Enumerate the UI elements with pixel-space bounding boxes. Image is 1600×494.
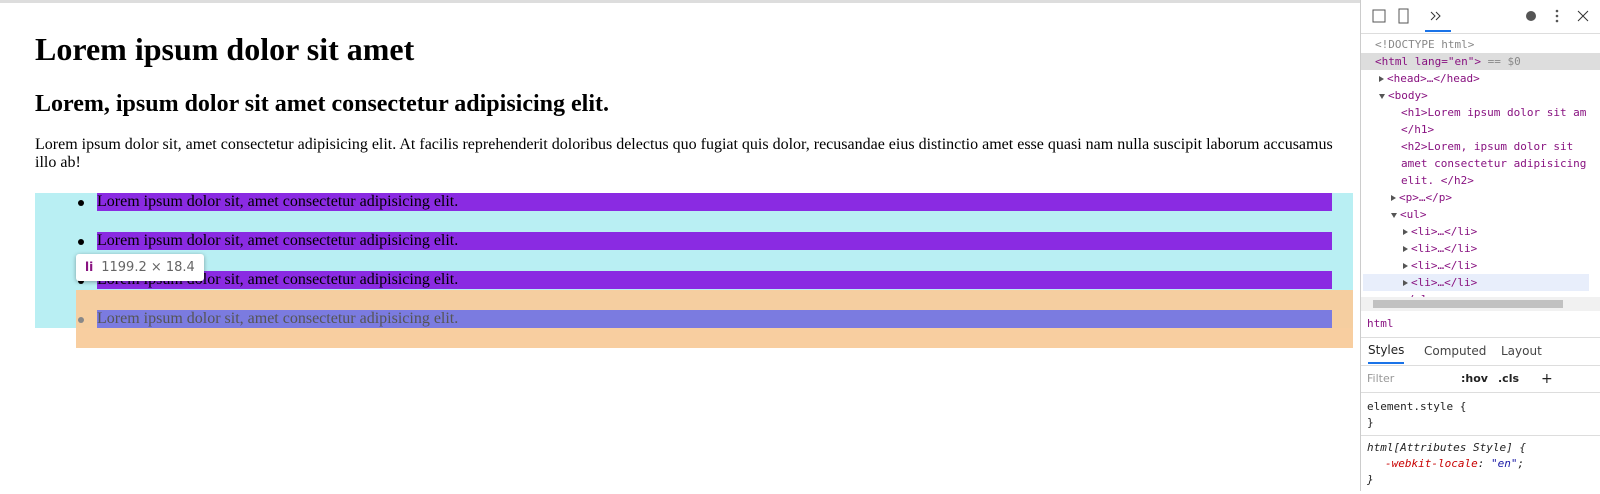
node[interactable]: <head>…</head> (1379, 70, 1600, 87)
node-hovered[interactable]: <li>…</li> (1363, 274, 1589, 291)
node[interactable]: </h1> (1401, 123, 1435, 136)
menu-dot (1555, 19, 1559, 23)
list-item: Lorem ipsum dolor sit, amet consectetur … (97, 193, 1332, 211)
rule-selector: element.style { (1367, 400, 1467, 413)
devtools: <!DOCTYPE html> <html lang="en"> == $0 <… (1360, 0, 1600, 491)
colon: : (1477, 457, 1491, 470)
cls-button[interactable]: .cls (1498, 372, 1520, 385)
filter-input[interactable]: Filter (1367, 372, 1395, 385)
node[interactable]: <ul> (1391, 206, 1600, 223)
heading-2: Lorem, ipsum dolor sit amet consectetur … (35, 91, 609, 117)
inspect-tooltip: li 1199.2 × 18.4 (76, 254, 204, 281)
filter-bar: Filter :hov .cls + (1361, 366, 1600, 393)
rule-close: } (1367, 416, 1374, 429)
list-item: Lorem ipsum dolor sit, amet consectetur … (97, 232, 1332, 250)
page-view: Lorem ipsum dolor sit amet Lorem, ipsum … (0, 0, 1360, 348)
rule-close: } (1367, 473, 1374, 486)
bullet (78, 239, 84, 245)
semicolon: ; (1517, 457, 1525, 470)
node[interactable]: <p>…</p> (1391, 189, 1600, 206)
inspect-icon[interactable] (1372, 9, 1386, 23)
node-text: <ul> (1400, 208, 1427, 221)
heading-1: Lorem ipsum dolor sit amet (35, 31, 415, 67)
tooltip-size: 1199.2 × 18.4 (101, 260, 195, 275)
list-item: Lorem ipsum dolor sit, amet consectetur … (97, 271, 1332, 289)
settings-icon[interactable] (1526, 11, 1536, 21)
value: "en" (1490, 457, 1518, 470)
node-text: <li>…</li> (1411, 242, 1478, 255)
add-rule[interactable]: + (1541, 371, 1553, 387)
styles-tabs: Styles Computed Layout (1361, 338, 1600, 366)
declaration: -webkit-locale: "en"; (1367, 456, 1594, 472)
tab[interactable]: Layout (1501, 344, 1542, 358)
toolbar-icons (1372, 8, 1589, 32)
tab[interactable]: Computed (1424, 344, 1487, 358)
property: -webkit-locale (1385, 457, 1478, 470)
node-text: <body> (1388, 89, 1428, 102)
node-text: <p>…</p> (1399, 191, 1452, 204)
node-text: <html lang="en"> (1375, 55, 1481, 68)
breadcrumb[interactable]: html (1361, 311, 1600, 338)
node-ref: == $0 (1487, 55, 1521, 68)
node-text: <head>…</head> (1387, 72, 1480, 85)
bullet (78, 200, 84, 206)
node[interactable]: <li>…</li> (1403, 257, 1600, 274)
node[interactable]: </ul> (1401, 291, 1600, 297)
node: <!DOCTYPE html> (1375, 38, 1475, 51)
close-icon[interactable] (1577, 10, 1589, 22)
node[interactable]: <h2>Lorem, ipsum dolor sit amet consecte… (1401, 140, 1587, 187)
node-text: <li>…</li> (1411, 225, 1478, 238)
tooltip-tag: li (85, 260, 94, 274)
tab[interactable]: Styles (1368, 338, 1405, 364)
menu-dot[interactable] (1555, 9, 1559, 13)
active-tab-bar (1425, 30, 1451, 32)
node-text: <li>…</li> (1411, 276, 1478, 289)
bullet (78, 317, 84, 323)
toolbar (1361, 0, 1600, 34)
hov-button[interactable]: :hov (1461, 372, 1488, 385)
node-text: <li>…</li> (1411, 259, 1478, 272)
device-icon[interactable] (1398, 8, 1409, 24)
paragraph: Lorem ipsum dolor sit, amet consectetur … (35, 136, 1333, 171)
bullet (78, 278, 84, 284)
elements-tree: <!DOCTYPE html> <html lang="en"> == $0 <… (1361, 34, 1600, 297)
rules: element.style { } html[Attributes Style]… (1361, 393, 1600, 494)
node[interactable]: <li>…</li> (1403, 240, 1600, 257)
rule-selector: html[Attributes Style] { (1361, 435, 1600, 456)
node[interactable]: <li>…</li> (1403, 223, 1600, 240)
node[interactable]: <body> (1379, 87, 1600, 104)
menu-dot (1555, 14, 1559, 18)
node[interactable]: <h1>Lorem ipsum dolor sit am (1401, 106, 1587, 119)
more-tabs[interactable] (1430, 11, 1441, 21)
h-scrollbar[interactable] (1361, 297, 1600, 311)
node-selected[interactable]: <html lang="en"> == $0 (1361, 53, 1600, 70)
list-item: Lorem ipsum dolor sit, amet consectetur … (97, 310, 1332, 328)
